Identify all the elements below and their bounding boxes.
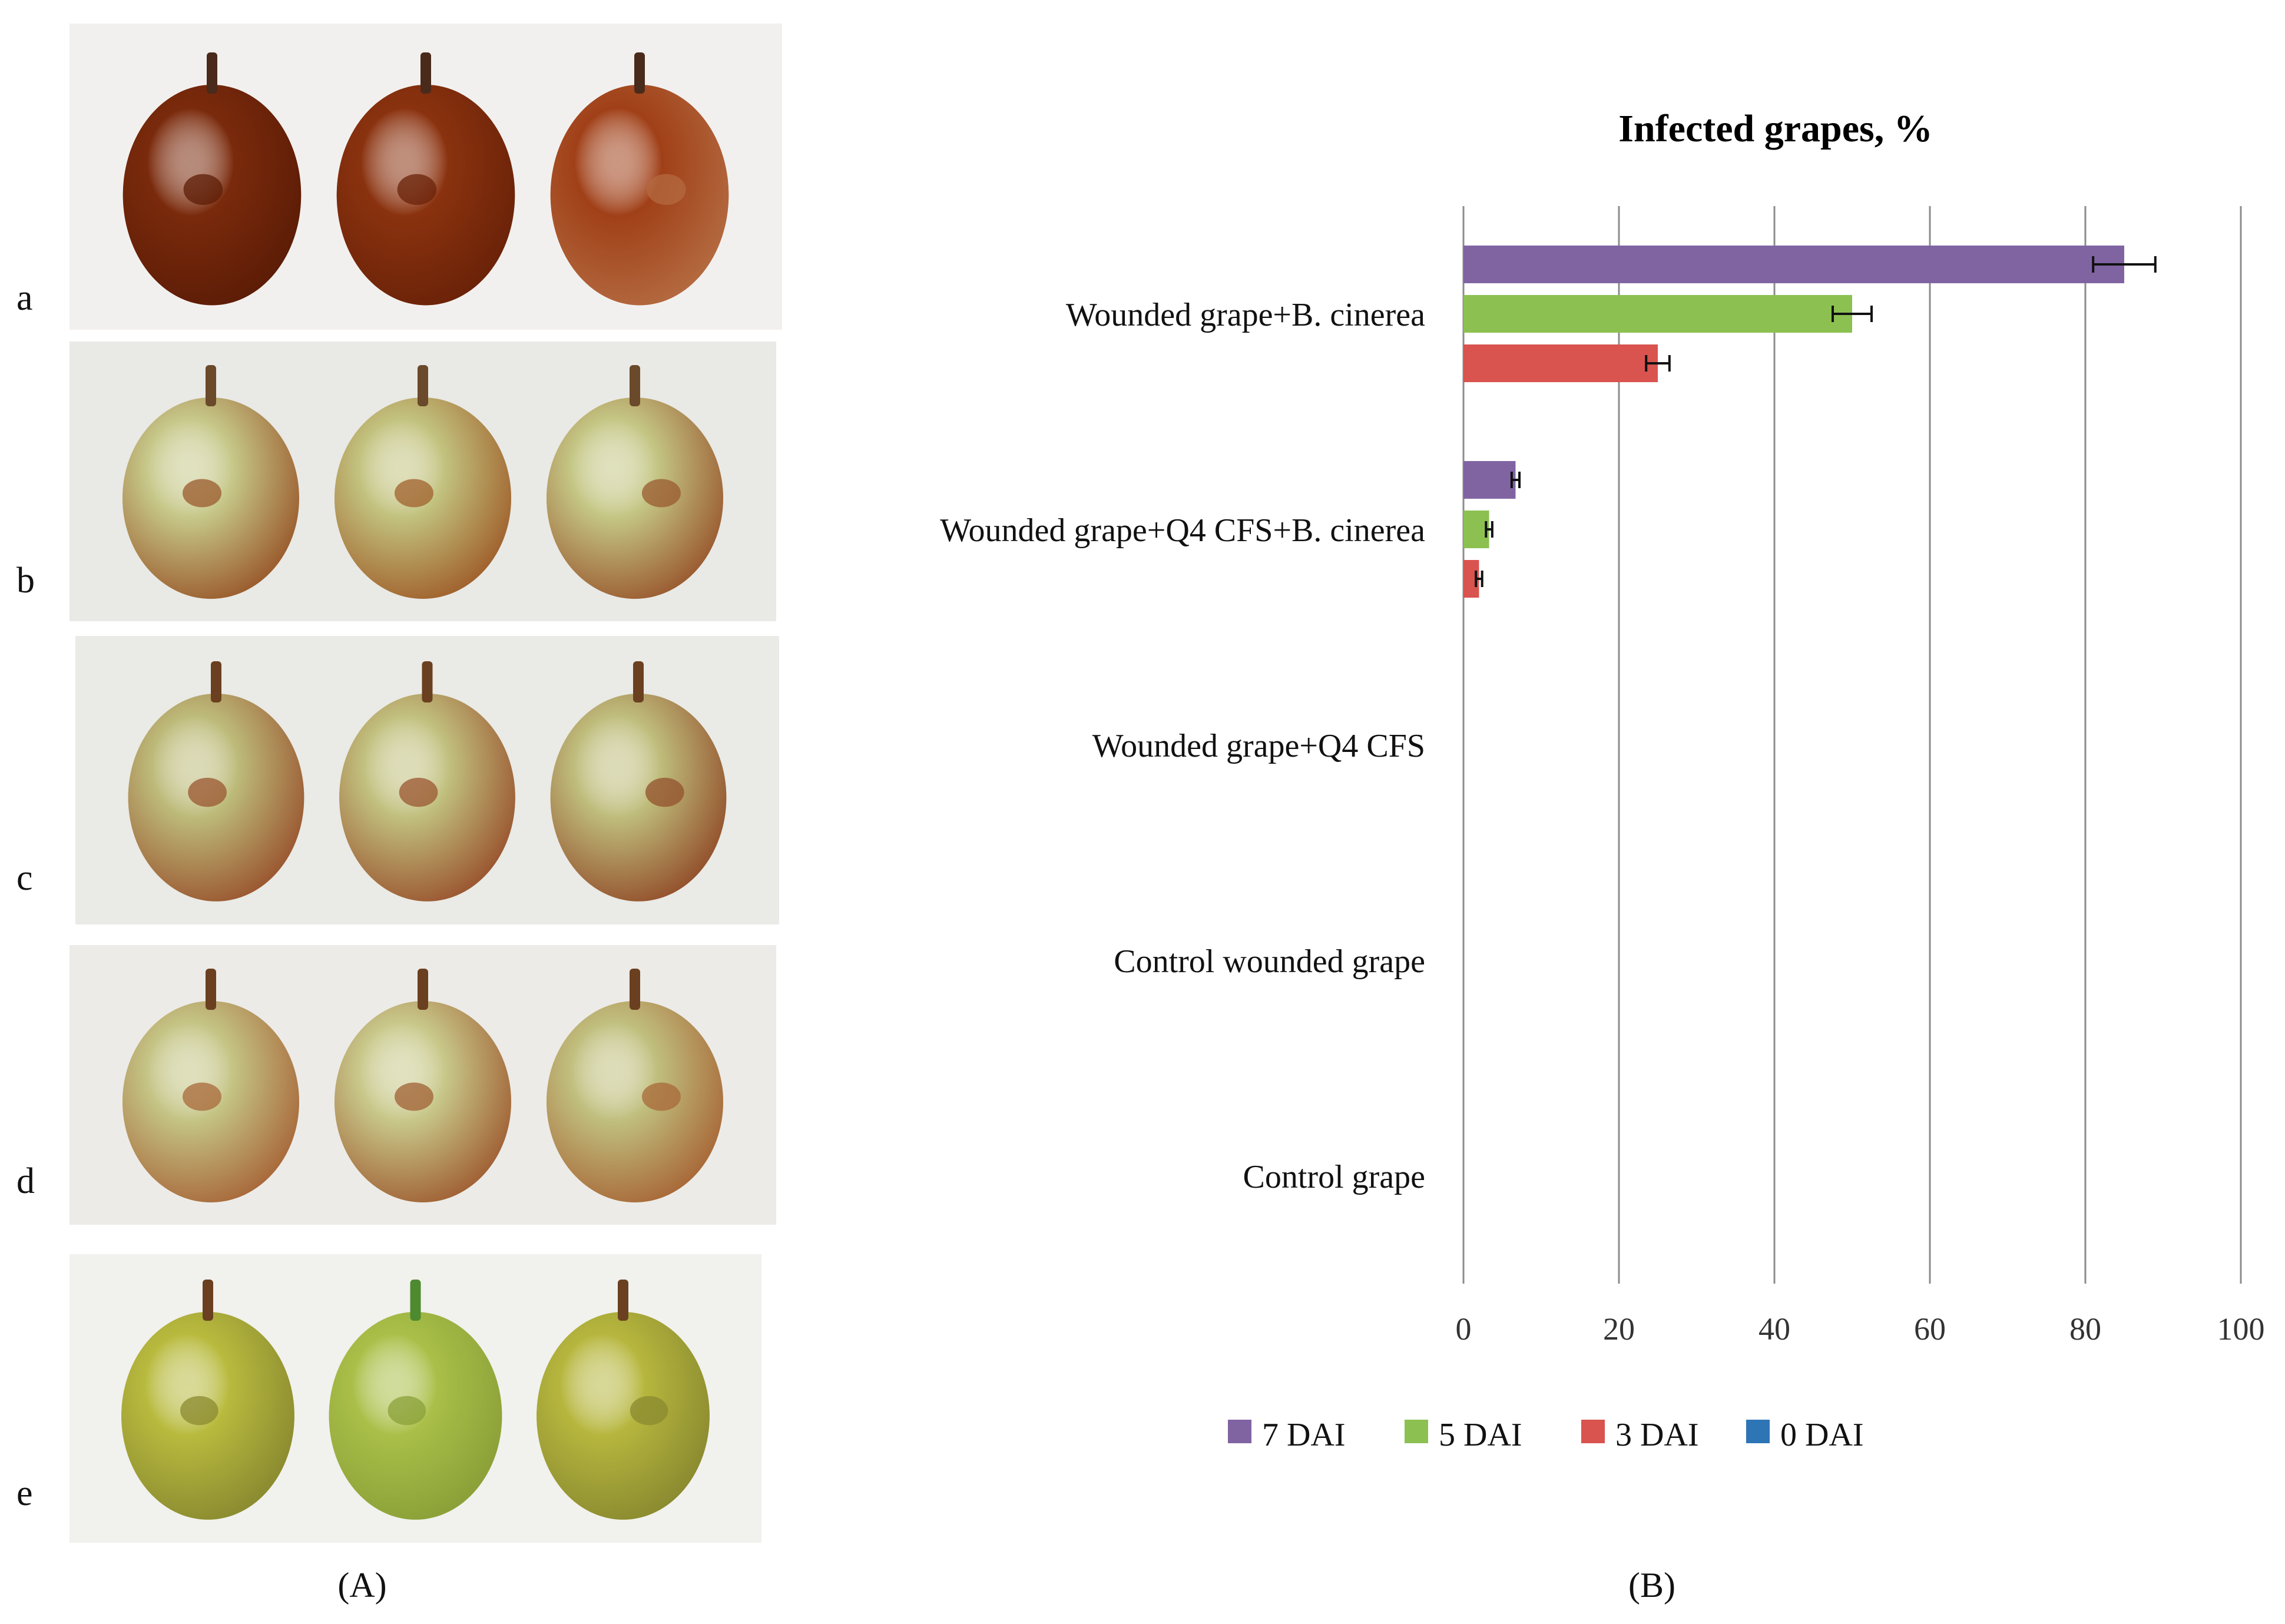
grape-photo-c [75,636,779,924]
bar [1463,246,2124,283]
grape-berry [122,969,299,1202]
lesion-spot [399,777,438,807]
bar [1463,461,1516,499]
lesion-spot [183,174,223,206]
row-letter-c: c [16,858,33,898]
grape-photo-b [69,342,776,621]
grape-berry [329,1280,502,1520]
legend-label: 5 DAI [1439,1417,1522,1453]
row-letter-d: d [16,1161,35,1201]
lesion-spot [642,1082,681,1111]
grape-stem [418,969,428,1010]
lesion-spot [647,174,686,206]
category-label: Wounded grape+Q4 CFS [1092,728,1425,764]
lesion-spot [397,174,437,206]
grape-berry [547,365,723,599]
lesion-spot [630,1396,668,1426]
lesion-spot [395,479,433,508]
row-letter-b: b [16,561,35,601]
legend-swatch [1746,1420,1770,1443]
grape-berry [339,661,515,902]
bar [1463,295,1852,333]
lesion-spot [645,777,684,807]
lesion-spot [642,479,681,508]
x-tick-label: 80 [2069,1311,2101,1347]
grape-stem [618,1280,628,1321]
grape-stem [633,661,644,702]
row-letter-e: e [16,1473,33,1513]
grape-berry [537,1280,710,1520]
grape-berry [336,52,515,306]
grape-berry [128,661,304,902]
grape-stem [211,661,221,702]
lesion-spot [183,1082,221,1111]
row-letter-a: a [16,278,33,318]
grape-berry [121,1280,294,1520]
x-tick-label: 100 [2217,1311,2265,1347]
lesion-spot [395,1082,433,1111]
category-label: Control grape [1243,1159,1425,1195]
x-tick-label: 60 [1914,1311,1946,1347]
panel-b-caption: (B) [1628,1566,1675,1605]
x-tick-label: 40 [1759,1311,1790,1347]
legend-swatch [1581,1420,1605,1443]
grape-berry [122,365,299,599]
legend-label: 7 DAI [1262,1417,1346,1453]
grape-berry [547,969,723,1202]
legend-label: 0 DAI [1780,1417,1864,1453]
bar [1463,344,1658,382]
legend-swatch [1405,1420,1428,1443]
grape-stem [203,1280,213,1321]
grape-berry [550,52,729,306]
grape-berry [550,661,727,902]
grape-stem [410,1280,421,1321]
panel-a-caption: (A) [337,1566,387,1605]
grape-photo-e [69,1254,761,1543]
grape-stem [634,52,645,94]
grape-stem [630,969,640,1010]
lesion-spot [388,1396,426,1426]
grape-stem [418,365,428,406]
legend-label: 3 DAI [1615,1417,1699,1453]
chart-title: Infected grapes, % [1618,107,1932,150]
category-label: Wounded grape+Q4 CFS+B. cinerea [940,512,1425,549]
grape-berry [122,52,302,306]
legend-swatch [1228,1420,1251,1443]
infected-grapes-chart: Infected grapes, % 0 20 40 60 80 100 Wounded gr… [940,107,2265,1453]
grape-photo-a [69,24,782,330]
x-tick-label: 0 [1456,1311,1472,1347]
grape-stem [420,52,431,94]
grape-stem [422,661,433,702]
grape-photo-d [69,945,776,1225]
grape-stem [206,969,216,1010]
lesion-spot [188,777,227,807]
grape-stem [630,365,640,406]
lesion-spot [180,1396,218,1426]
grape-berry [335,969,511,1202]
x-tick-label: 20 [1603,1311,1635,1347]
grape-stem [207,52,217,94]
grape-berry [335,365,511,599]
category-label: Wounded grape+B. cinerea [1066,297,1425,333]
lesion-spot [183,479,221,508]
category-label: Control wounded grape [1114,943,1425,980]
grape-stem [206,365,216,406]
